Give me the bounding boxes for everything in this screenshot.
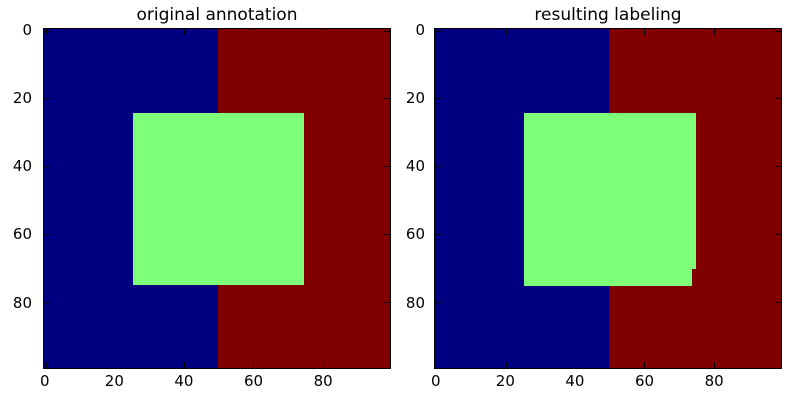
tick-mark xyxy=(384,30,390,32)
tick-mark xyxy=(44,166,50,168)
tick-mark xyxy=(436,29,438,35)
y-tick-label: 80 xyxy=(12,293,32,312)
tick-mark xyxy=(114,362,116,368)
tick-mark xyxy=(44,301,50,303)
mislabeled-notch-region xyxy=(692,268,696,286)
tick-mark xyxy=(775,30,781,32)
axes-original-annotation xyxy=(43,28,391,369)
tick-mark xyxy=(384,98,390,100)
tick-mark xyxy=(253,29,255,35)
tick-mark xyxy=(713,29,715,35)
tick-mark xyxy=(713,362,715,368)
tick-mark xyxy=(44,234,50,236)
x-tick-label: 40 xyxy=(174,372,194,390)
y-tick-labels: 0 20 40 60 80 xyxy=(0,21,34,369)
y-tick-marks-right xyxy=(384,29,390,368)
x-tick-labels: 0 20 40 60 80 xyxy=(430,372,782,394)
tick-mark xyxy=(322,29,324,35)
plot-title-resulting-labeling: resulting labeling xyxy=(534,5,682,25)
tick-mark xyxy=(575,362,577,368)
tick-mark xyxy=(253,362,255,368)
y-tick-label: 40 xyxy=(12,157,32,176)
tick-mark xyxy=(114,29,116,35)
tick-mark xyxy=(435,234,441,236)
x-tick-labels: 0 20 40 60 80 xyxy=(39,372,391,394)
y-tick-marks-left xyxy=(435,29,441,368)
y-tick-label: 0 xyxy=(415,20,425,39)
tick-mark xyxy=(436,362,438,368)
x-tick-label: 20 xyxy=(104,372,124,390)
tick-mark xyxy=(184,29,186,35)
tick-mark xyxy=(575,29,577,35)
x-tick-marks-bottom xyxy=(44,362,390,368)
y-tick-marks-right xyxy=(775,29,781,368)
x-tick-marks-bottom xyxy=(435,362,781,368)
x-tick-marks-top xyxy=(44,29,390,35)
x-tick-label: 0 xyxy=(430,372,441,390)
x-tick-label: 40 xyxy=(565,372,585,390)
x-tick-label: 80 xyxy=(704,372,724,390)
y-tick-marks-left xyxy=(44,29,50,368)
tick-mark xyxy=(184,362,186,368)
x-tick-label: 0 xyxy=(39,372,50,390)
y-tick-label: 80 xyxy=(405,293,425,312)
tick-mark xyxy=(435,166,441,168)
plot-title-original-annotation: original annotation xyxy=(136,5,298,25)
tick-mark xyxy=(384,301,390,303)
tick-mark xyxy=(435,30,441,32)
tick-mark xyxy=(435,301,441,303)
tick-mark xyxy=(384,234,390,236)
tick-mark xyxy=(44,98,50,100)
tick-mark xyxy=(45,362,47,368)
foreground-square-region xyxy=(132,113,305,285)
foreground-square-region xyxy=(524,113,696,286)
tick-mark xyxy=(44,30,50,32)
x-tick-label: 60 xyxy=(634,372,655,390)
tick-mark xyxy=(775,98,781,100)
x-tick-label: 20 xyxy=(495,372,515,390)
y-tick-labels: 0 20 40 60 80 xyxy=(393,21,427,369)
tick-mark xyxy=(775,234,781,236)
tick-mark xyxy=(435,98,441,100)
tick-mark xyxy=(775,301,781,303)
x-tick-label: 60 xyxy=(243,372,264,390)
tick-mark xyxy=(644,29,646,35)
y-tick-label: 40 xyxy=(405,157,425,176)
tick-mark xyxy=(775,166,781,168)
y-tick-label: 60 xyxy=(12,225,32,244)
y-tick-label: 60 xyxy=(405,225,425,244)
tick-mark xyxy=(505,362,507,368)
y-tick-label: 20 xyxy=(12,88,32,107)
tick-mark xyxy=(384,166,390,168)
y-tick-label: 20 xyxy=(405,88,425,107)
tick-mark xyxy=(45,29,47,35)
tick-mark xyxy=(644,362,646,368)
x-tick-label: 80 xyxy=(313,372,333,390)
tick-mark xyxy=(505,29,507,35)
axes-resulting-labeling xyxy=(434,28,782,369)
tick-mark xyxy=(322,362,324,368)
x-tick-marks-top xyxy=(435,29,781,35)
y-tick-label: 0 xyxy=(22,20,32,39)
